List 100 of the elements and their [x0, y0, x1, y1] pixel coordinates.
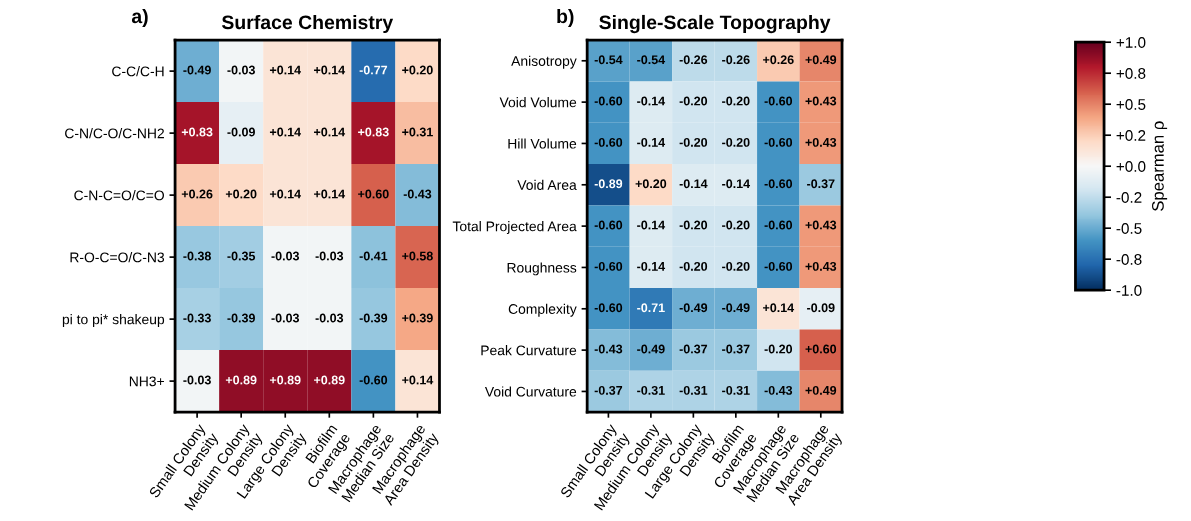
- color-bar-label: +0.0: [1116, 161, 1146, 172]
- data-label: -0.43: [764, 385, 793, 395]
- data-label: -0.26: [679, 55, 708, 65]
- data-label: -0.03: [271, 251, 300, 261]
- data-label: -0.71: [637, 303, 665, 313]
- data-label: -0.20: [722, 220, 750, 230]
- data-label: +0.60: [358, 189, 389, 199]
- data-label: +0.14: [269, 189, 301, 199]
- data-label: -0.43: [403, 189, 432, 199]
- color-bar-label: -0.2: [1116, 192, 1142, 203]
- data-label: +0.83: [181, 127, 213, 137]
- data-label: +0.20: [225, 189, 257, 199]
- color-bar-label: -0.5: [1116, 223, 1142, 234]
- data-label: +0.43: [805, 220, 837, 230]
- data-label: -0.03: [227, 65, 255, 75]
- y-tick-label: pi to pi* shakeup: [62, 314, 165, 328]
- data-label: -0.14: [722, 179, 751, 189]
- y-tick-label: R-O-C=O/C-N3: [70, 252, 165, 263]
- data-label: +0.49: [805, 385, 837, 395]
- data-label: -0.54: [594, 55, 623, 65]
- data-label: -0.43: [594, 344, 623, 354]
- y-tick-label: Void Area: [517, 179, 577, 190]
- data-label: +0.14: [269, 65, 301, 75]
- data-label: +0.20: [635, 179, 667, 189]
- data-label: +0.43: [805, 261, 837, 271]
- data-label: -0.14: [637, 220, 666, 230]
- data-label: -0.20: [679, 220, 708, 230]
- data-label: -0.14: [637, 261, 666, 271]
- data-label: -0.77: [359, 65, 388, 75]
- data-label: +0.31: [402, 127, 433, 137]
- data-label: -0.60: [594, 261, 623, 271]
- data-label: -0.38: [183, 251, 211, 261]
- data-label: -0.33: [183, 313, 211, 323]
- data-label: +0.14: [314, 189, 346, 199]
- data-label: -0.20: [679, 261, 708, 271]
- data-label: +0.14: [314, 127, 346, 137]
- data-label: -0.20: [679, 137, 708, 147]
- data-label: -0.49: [637, 344, 665, 354]
- y-tick-label: Total Projected Area: [452, 221, 577, 235]
- color-bar-label: +0.8: [1116, 68, 1146, 79]
- data-label: -0.09: [807, 303, 835, 313]
- data-label: +0.58: [402, 251, 433, 261]
- data-label: -0.60: [764, 220, 793, 230]
- y-tick-label: Peak Curvature: [481, 345, 577, 356]
- data-label: -0.41: [359, 251, 388, 261]
- data-label: -0.14: [637, 96, 666, 106]
- data-label: -0.60: [594, 96, 623, 106]
- data-label: +0.43: [805, 96, 837, 106]
- data-label: -0.37: [722, 344, 750, 354]
- data-label: +0.26: [763, 55, 794, 65]
- data-label: -0.60: [764, 261, 793, 271]
- data-label: -0.20: [722, 137, 750, 147]
- color-bar-label: -1.0: [1116, 285, 1142, 296]
- data-label: -0.14: [637, 137, 666, 147]
- data-label: -0.39: [227, 313, 255, 323]
- data-label: -0.37: [594, 385, 623, 395]
- data-label: +0.49: [805, 55, 837, 65]
- data-label: +0.26: [181, 189, 213, 199]
- data-label: -0.37: [679, 344, 708, 354]
- data-label: -0.60: [359, 375, 388, 385]
- chart-title: Surface Chemistry: [221, 14, 394, 34]
- color-bar-label: +1.0: [1116, 37, 1146, 48]
- data-label: -0.03: [315, 313, 344, 323]
- data-label: -0.31: [637, 385, 665, 395]
- data-label: -0.49: [183, 65, 211, 75]
- data-label: -0.14: [679, 179, 708, 189]
- color-bar-label: -0.8: [1116, 254, 1142, 265]
- data-label: -0.60: [764, 137, 793, 147]
- data-label: +0.14: [269, 127, 301, 137]
- data-label: -0.60: [764, 96, 793, 106]
- data-label: -0.03: [183, 375, 211, 385]
- data-label: -0.60: [594, 303, 623, 313]
- data-label: +0.14: [402, 375, 434, 385]
- data-label: -0.60: [594, 137, 623, 147]
- y-tick-label: C-N-C=O/C=O: [74, 190, 164, 201]
- data-label: -0.03: [271, 313, 300, 323]
- data-label: +0.14: [314, 65, 346, 75]
- data-label: -0.09: [227, 127, 255, 137]
- data-label: -0.03: [315, 251, 344, 261]
- data-label: +0.43: [805, 137, 837, 147]
- data-label: -0.49: [722, 303, 750, 313]
- data-label: -0.31: [679, 385, 708, 395]
- y-tick-label: Roughness: [507, 262, 577, 276]
- data-label: -0.20: [722, 261, 750, 271]
- data-label: +0.60: [805, 344, 837, 354]
- y-tick-label: Anisotropy: [511, 55, 577, 69]
- y-tick-label: Void Curvature: [484, 386, 577, 397]
- y-tick-label: C-C/C-H: [112, 66, 164, 77]
- data-label: +0.89: [269, 375, 301, 385]
- y-tick-label: Void Volume: [499, 97, 577, 108]
- data-label: -0.20: [722, 96, 750, 106]
- data-label: -0.26: [722, 55, 750, 65]
- color-bar-label: +0.2: [1116, 130, 1146, 141]
- text: b): [557, 8, 574, 28]
- data-label: +0.39: [402, 313, 433, 323]
- data-label: +0.20: [402, 65, 433, 75]
- data-label: +0.83: [358, 127, 389, 137]
- color-bar-title: Spearman ρ: [1152, 121, 1168, 211]
- data-label: +0.89: [314, 375, 345, 385]
- data-label: -0.39: [359, 313, 388, 323]
